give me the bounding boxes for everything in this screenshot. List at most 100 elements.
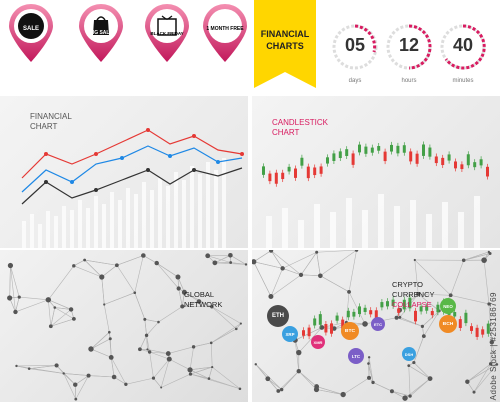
mesh-node xyxy=(367,375,372,380)
mesh-edge xyxy=(253,261,283,269)
mesh-node xyxy=(313,386,320,393)
mesh-edge xyxy=(15,297,20,313)
coin-badge-xmr: XMR xyxy=(311,335,325,349)
mesh-edge xyxy=(160,359,170,388)
ring-gauge-icon xyxy=(332,24,378,70)
candle xyxy=(302,330,305,336)
candle xyxy=(380,302,384,308)
mesh-edge xyxy=(211,323,241,344)
mesh-node xyxy=(138,347,142,352)
mesh-edge xyxy=(368,357,374,383)
crypto-collapse-panel: CRYPTO CURRENCY COLLAPSE ETH BTC XRP LTC XMR… xyxy=(252,250,500,402)
mesh-node xyxy=(54,363,59,368)
candle xyxy=(473,162,477,168)
mesh-edge xyxy=(418,293,451,296)
black-friday-pin[interactable]: BLACK FRIDAY xyxy=(142,2,192,64)
map-pin-icon xyxy=(9,4,53,62)
candlestick-chart-title: CANDLESTICK CHART xyxy=(272,118,329,137)
mesh-edge xyxy=(84,259,102,278)
candle xyxy=(326,157,329,164)
one-month-free-pin[interactable]: 1 MONTH FREE xyxy=(200,2,250,64)
days-caption: days xyxy=(348,78,362,84)
sale-badge-icon: SALE xyxy=(22,25,39,32)
network-mesh xyxy=(7,253,248,401)
candle xyxy=(345,149,349,156)
mesh-node xyxy=(472,390,476,394)
mesh-node xyxy=(48,324,53,329)
mesh-node xyxy=(252,259,257,265)
mesh-edge xyxy=(316,389,344,395)
mesh-edge xyxy=(10,265,20,298)
candle xyxy=(313,167,317,176)
mesh-edge xyxy=(190,366,213,375)
days-value: 05 xyxy=(344,35,366,55)
mesh-node xyxy=(234,327,238,331)
mesh-edge xyxy=(316,250,357,253)
crypto-mesh xyxy=(252,250,499,401)
mesh-edge xyxy=(146,321,159,336)
mesh-edge xyxy=(116,265,136,293)
mesh-edge xyxy=(473,363,491,393)
mesh-edge xyxy=(63,373,77,400)
candle xyxy=(364,146,368,154)
mesh-edge xyxy=(101,276,105,305)
big-sale-pin[interactable]: BIG SALE xyxy=(76,2,126,64)
background-bars xyxy=(22,158,226,248)
mesh-edge xyxy=(488,303,493,343)
mesh-edge xyxy=(189,346,194,370)
mesh-node xyxy=(481,257,487,263)
mesh-node xyxy=(151,376,156,380)
mesh-edge xyxy=(282,268,302,276)
mesh-node xyxy=(157,320,160,324)
global-network-panel: GLOBAL NETWORK xyxy=(0,250,248,402)
mesh-edge xyxy=(19,296,49,301)
mesh-node xyxy=(146,348,149,351)
candle xyxy=(313,318,317,326)
mesh-node xyxy=(465,379,470,384)
candle xyxy=(377,146,381,151)
mesh-edge xyxy=(190,373,241,390)
mesh-edge xyxy=(10,265,16,312)
mesh-edge xyxy=(463,251,489,261)
candle xyxy=(425,306,429,311)
candle xyxy=(358,306,361,315)
mesh-node xyxy=(276,389,281,393)
mesh-edge xyxy=(168,346,194,354)
mesh-edge xyxy=(211,306,237,330)
candle xyxy=(486,166,489,177)
mesh-edge xyxy=(450,294,490,305)
mesh-edge xyxy=(50,318,74,327)
mesh-node xyxy=(88,346,94,352)
candle xyxy=(294,168,297,178)
mesh-edge xyxy=(178,288,183,307)
sale-pin[interactable]: SALE xyxy=(6,2,56,64)
mesh-edge xyxy=(467,364,498,383)
mesh-node xyxy=(254,363,257,366)
candle xyxy=(262,166,265,175)
mesh-node xyxy=(209,341,213,345)
candle xyxy=(370,147,374,153)
mesh-edge xyxy=(48,265,75,300)
mesh-edge xyxy=(255,364,269,379)
mesh-node xyxy=(487,302,491,306)
mesh-edge xyxy=(281,371,299,390)
mesh-edge xyxy=(149,351,169,354)
candle xyxy=(390,144,393,152)
mesh-node xyxy=(187,367,193,373)
mesh-node xyxy=(416,292,421,297)
candle xyxy=(470,326,473,331)
mesh-node xyxy=(83,258,87,262)
mesh-edge xyxy=(473,364,498,393)
mesh-edge xyxy=(63,373,76,385)
mesh-edge xyxy=(300,252,317,276)
candle xyxy=(475,327,479,337)
mesh-node xyxy=(296,349,302,356)
map-pin-icon xyxy=(79,4,123,62)
mesh-edge xyxy=(177,276,185,293)
mesh-edge xyxy=(230,255,247,265)
candle xyxy=(408,297,412,309)
mesh-node xyxy=(165,351,171,356)
mesh-node xyxy=(269,250,274,253)
mesh-edge xyxy=(414,259,451,296)
mesh-edge xyxy=(210,342,213,368)
